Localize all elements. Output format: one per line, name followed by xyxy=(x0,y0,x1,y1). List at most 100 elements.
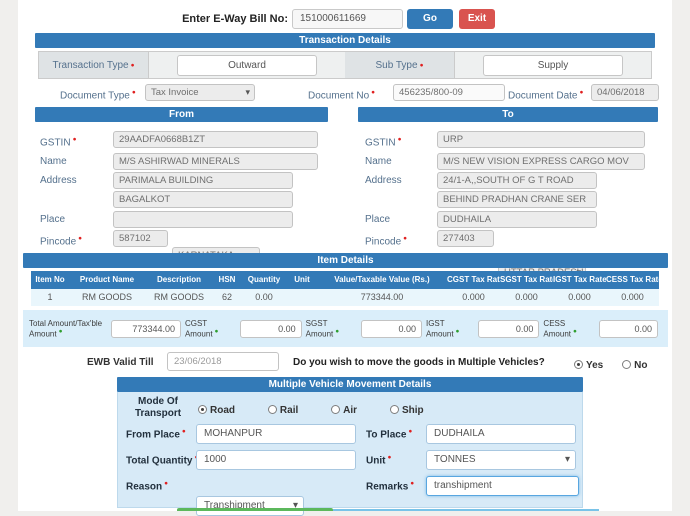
from-address1-input[interactable]: PARIMALA BUILDING xyxy=(113,172,293,189)
from-gstin-label: GSTIN xyxy=(40,131,77,151)
to-name-label: Name xyxy=(365,156,392,167)
to-gstin-input[interactable]: URP xyxy=(437,131,645,148)
total-quantity-input[interactable]: 1000 xyxy=(196,450,356,470)
mv-to-place-label: To Place xyxy=(366,428,412,440)
reason-label: Reason xyxy=(126,480,168,492)
col-quantity: Quantity xyxy=(241,271,287,289)
cgst-amount-label: CGST Amount xyxy=(185,319,237,339)
from-place-label: Place xyxy=(40,214,66,225)
to-name-input[interactable]: M/S NEW VISION EXPRESS CARGO MOV xyxy=(437,153,645,170)
eway-bill-no-label: Enter E-Way Bill No: xyxy=(182,13,288,25)
item-row-cell: 0.000 xyxy=(553,289,606,306)
item-row-cell: 62 xyxy=(213,289,241,306)
sgst-amount-input[interactable]: 0.00 xyxy=(360,319,422,338)
mv-to-place-input[interactable]: DUDHAILA xyxy=(426,424,576,444)
item-row-cell: RM GOODS xyxy=(69,289,145,306)
no-radio[interactable] xyxy=(622,360,632,369)
multiple-vehicles-question: Do you wish to move the goods in Multipl… xyxy=(293,357,545,368)
unit-select[interactable]: TONNES xyxy=(426,450,576,470)
rail-radio-label: Rail xyxy=(279,405,299,416)
cess-amount-input[interactable]: 0.00 xyxy=(598,319,659,338)
from-section-header: From xyxy=(35,107,328,122)
col-cess: CESS Tax Rate xyxy=(606,271,659,289)
col-product-name: Product Name xyxy=(69,271,145,289)
mode-of-transport-label: Mode Of Transport xyxy=(134,396,182,419)
sub-type-label: Sub Type xyxy=(345,52,455,78)
ewb-valid-till-input[interactable]: 23/06/2018 xyxy=(167,352,279,371)
item-details-header: Item Details xyxy=(23,253,668,268)
to-address1-input[interactable]: 24/1-A,,SOUTH OF G T ROAD xyxy=(437,172,597,189)
from-gstin-input[interactable]: 29AADFA0668B1ZT xyxy=(113,131,318,148)
col-hsn: HSN xyxy=(213,271,241,289)
ship-radio-label: Ship xyxy=(401,405,424,416)
no-radio-label: No xyxy=(634,360,648,371)
col-sgst: SGST Tax Rate xyxy=(500,271,553,289)
item-row-cell: 0.00 xyxy=(241,289,287,306)
ewb-valid-till-label: EWB Valid Till xyxy=(87,357,154,368)
road-radio[interactable] xyxy=(198,405,207,414)
air-radio[interactable] xyxy=(331,405,341,414)
from-name-input[interactable]: M/S ASHIRWAD MINERALS xyxy=(113,153,318,170)
sub-type-value[interactable]: Supply xyxy=(483,54,623,76)
eway-bill-no-input[interactable]: 151000611669 xyxy=(292,9,403,29)
from-address2-input[interactable]: BAGALKOT xyxy=(113,191,293,208)
from-pincode-input[interactable]: 587102 xyxy=(113,230,168,247)
bottom-edge-element xyxy=(333,509,599,511)
document-type-select[interactable]: Tax Invoice xyxy=(145,84,255,101)
to-place-input[interactable]: DUDHAILA xyxy=(437,211,597,228)
totals-strip: Total Amount/Tax'ble Amount 773344.00 CG… xyxy=(23,310,668,347)
yes-radio-label: Yes xyxy=(586,360,604,371)
item-table: Item No Product Name Description HSN Qua… xyxy=(31,271,659,306)
col-item-no: Item No xyxy=(31,271,69,289)
document-type-label: Document Type xyxy=(60,84,136,104)
to-pincode-input[interactable]: 277403 xyxy=(437,230,494,247)
rail-radio[interactable] xyxy=(267,405,277,414)
item-row-cell: 1 xyxy=(31,289,69,306)
col-unit: Unit xyxy=(287,271,317,289)
yes-radio[interactable] xyxy=(574,360,583,369)
multi-vehicle-panel: Mode Of Transport Road Rail Air Ship Fro… xyxy=(117,392,583,516)
mv-from-place-input[interactable]: MOHANPUR xyxy=(196,424,356,444)
total-amount-input[interactable]: 773344.00 xyxy=(110,319,181,338)
multi-vehicle-header: Multiple Vehicle Movement Details xyxy=(117,377,583,392)
item-row-cell: 0.000 xyxy=(447,289,500,306)
transaction-type-value[interactable]: Outward xyxy=(177,54,317,76)
sgst-amount-label: SGST Amount xyxy=(306,319,358,339)
to-address2-input[interactable]: BEHIND PRADHAN CRANE SER xyxy=(437,191,597,208)
to-section-header: To xyxy=(358,107,658,122)
igst-amount-input[interactable]: 0.00 xyxy=(478,319,540,338)
transaction-details-header: Transaction Details xyxy=(35,33,655,48)
to-place-label: Place xyxy=(365,214,391,225)
item-row-cell xyxy=(287,289,317,306)
multiple-vehicles-radios: Yes No xyxy=(574,355,648,373)
from-pincode-label: Pincode xyxy=(40,230,82,250)
mv-from-place-label: From Place xyxy=(126,428,186,440)
igst-amount-label: IGST Amount xyxy=(426,319,475,339)
col-cgst: CGST Tax Rate xyxy=(447,271,500,289)
exit-button[interactable]: Exit xyxy=(459,9,495,29)
item-row-cell: 773344.00 xyxy=(317,289,447,306)
col-value: Value/Taxable Value (Rs.) xyxy=(317,271,447,289)
mode-radios: Road Rail Air Ship xyxy=(198,400,424,418)
transaction-type-label: Transaction Type xyxy=(39,52,149,78)
remarks-input[interactable]: transhipment xyxy=(426,476,579,496)
go-button[interactable]: Go xyxy=(407,9,453,29)
ship-radio[interactable] xyxy=(389,405,399,414)
from-place-input[interactable] xyxy=(113,211,293,228)
transaction-type-row: Transaction Type Outward Sub Type Supply xyxy=(38,51,652,79)
document-date-input[interactable]: 04/06/2018 xyxy=(591,84,659,101)
to-address-label: Address xyxy=(365,175,402,186)
document-date-label: Document Date xyxy=(508,84,583,104)
cgst-amount-input[interactable]: 0.00 xyxy=(240,319,302,338)
col-igst: IGST Tax Rate xyxy=(553,271,606,289)
to-gstin-label: GSTIN xyxy=(365,131,402,151)
remarks-label: Remarks xyxy=(366,480,414,492)
air-radio-label: Air xyxy=(343,405,358,416)
item-row-cell: RM GOODS xyxy=(145,289,213,306)
cess-amount-label: CESS Amount xyxy=(543,319,595,339)
to-pincode-label: Pincode xyxy=(365,230,407,250)
reason-select[interactable]: Transhipment xyxy=(196,496,304,516)
document-no-input[interactable]: 456235/800-09 xyxy=(393,84,505,101)
item-row-cell: 0.000 xyxy=(606,289,659,306)
submit-button-cutoff[interactable] xyxy=(177,508,333,511)
